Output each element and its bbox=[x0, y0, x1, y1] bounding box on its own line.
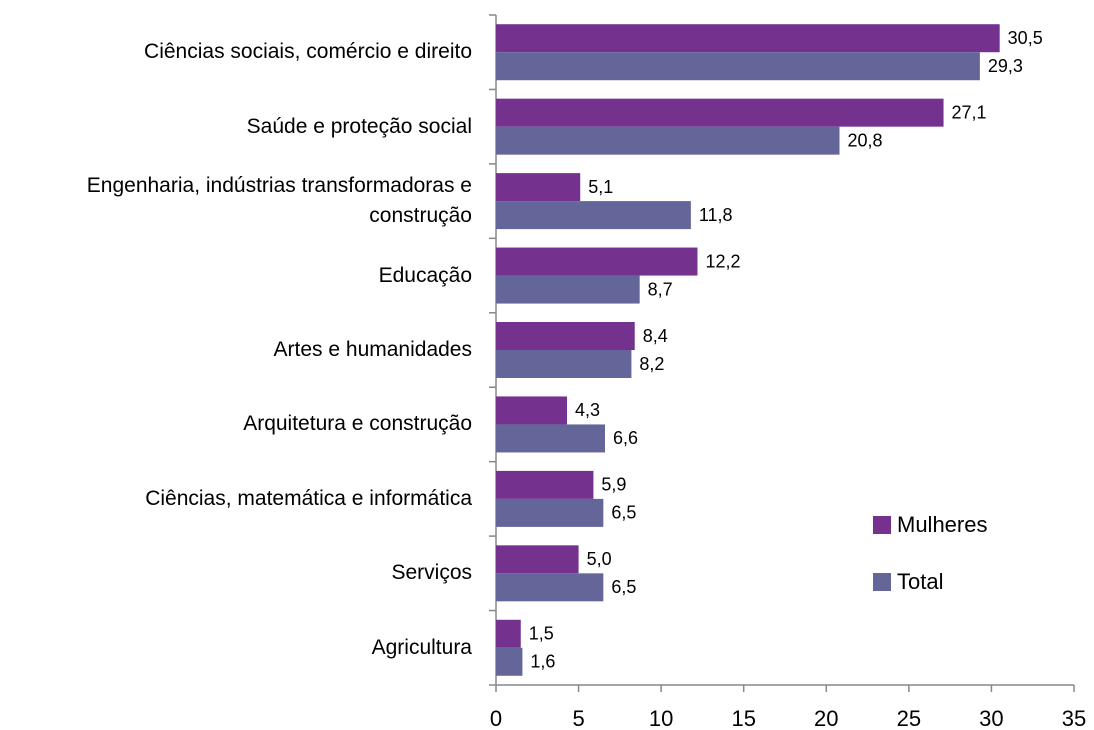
value-label: 20,8 bbox=[847, 130, 882, 150]
legend-label: Total bbox=[897, 569, 943, 594]
x-tick-label: 15 bbox=[731, 706, 755, 730]
value-label: 4,3 bbox=[575, 400, 600, 420]
bar bbox=[496, 396, 568, 425]
category-label: Ciências sociais, comércio e direito bbox=[0, 15, 472, 89]
category-text: Ciências sociais, comércio e direito bbox=[144, 40, 472, 64]
value-label: 8,2 bbox=[639, 354, 664, 374]
bar bbox=[496, 545, 579, 574]
value-label: 6,5 bbox=[611, 577, 636, 597]
x-tick-label: 25 bbox=[897, 706, 921, 730]
bar bbox=[496, 619, 521, 648]
bar bbox=[496, 470, 594, 499]
bar bbox=[496, 201, 691, 230]
category-label: Ciências, matemática e informática bbox=[0, 462, 472, 536]
bar bbox=[496, 573, 604, 602]
x-tick-label: 30 bbox=[979, 706, 1003, 730]
bar bbox=[496, 126, 840, 155]
x-tick-label: 5 bbox=[572, 706, 584, 730]
category-text: Serviços bbox=[391, 561, 472, 585]
value-label: 12,2 bbox=[705, 251, 740, 271]
category-text: Educação bbox=[378, 263, 472, 287]
value-label: 6,5 bbox=[611, 503, 636, 523]
value-label: 8,7 bbox=[648, 279, 673, 299]
x-tick-label: 35 bbox=[1062, 706, 1086, 730]
value-label: 1,5 bbox=[529, 624, 554, 644]
bar bbox=[496, 424, 605, 453]
category-label: Serviços bbox=[0, 536, 472, 610]
category-text: Arquitetura e construção bbox=[243, 412, 472, 436]
value-label: 29,3 bbox=[988, 56, 1023, 76]
category-label: Artes e humanidades bbox=[0, 313, 472, 387]
category-text: Ciências, matemática e informática bbox=[145, 486, 472, 510]
category-label: Agricultura bbox=[0, 611, 472, 685]
legend-swatch bbox=[873, 516, 891, 534]
value-label: 5,9 bbox=[601, 475, 626, 495]
value-label: 27,1 bbox=[952, 102, 987, 122]
category-label: Engenharia, indústrias transformadoras e… bbox=[0, 164, 472, 238]
bar bbox=[496, 322, 635, 350]
bar bbox=[496, 247, 698, 276]
category-text: Artes e humanidades bbox=[273, 337, 472, 361]
category-text: Agricultura bbox=[371, 635, 472, 659]
legend-swatch bbox=[873, 573, 891, 591]
bar bbox=[496, 173, 581, 202]
category-label: Arquitetura e construção bbox=[0, 387, 472, 461]
bar bbox=[496, 275, 640, 304]
value-label: 5,0 bbox=[587, 549, 612, 569]
value-label: 11,8 bbox=[699, 205, 733, 225]
legend-label: Mulheres bbox=[897, 512, 987, 537]
category-text: Engenharia, indústrias transformadoras e… bbox=[86, 174, 472, 228]
bar bbox=[496, 24, 1000, 53]
bar bbox=[496, 52, 980, 81]
value-label: 6,6 bbox=[613, 428, 638, 448]
bar bbox=[496, 98, 944, 127]
category-label: Saúde e proteção social bbox=[0, 89, 472, 163]
category-text: Saúde e proteção social bbox=[246, 114, 472, 138]
value-label: 1,6 bbox=[530, 652, 555, 672]
bar bbox=[496, 647, 523, 676]
value-label: 8,4 bbox=[643, 326, 668, 346]
x-tick-label: 10 bbox=[649, 706, 673, 730]
x-tick-label: 20 bbox=[814, 706, 838, 730]
x-tick-label: 0 bbox=[490, 706, 502, 730]
value-label: 5,1 bbox=[588, 177, 613, 197]
category-label: Educação bbox=[0, 238, 472, 312]
bar bbox=[496, 498, 604, 527]
bar bbox=[496, 350, 632, 378]
value-label: 30,5 bbox=[1008, 28, 1043, 48]
